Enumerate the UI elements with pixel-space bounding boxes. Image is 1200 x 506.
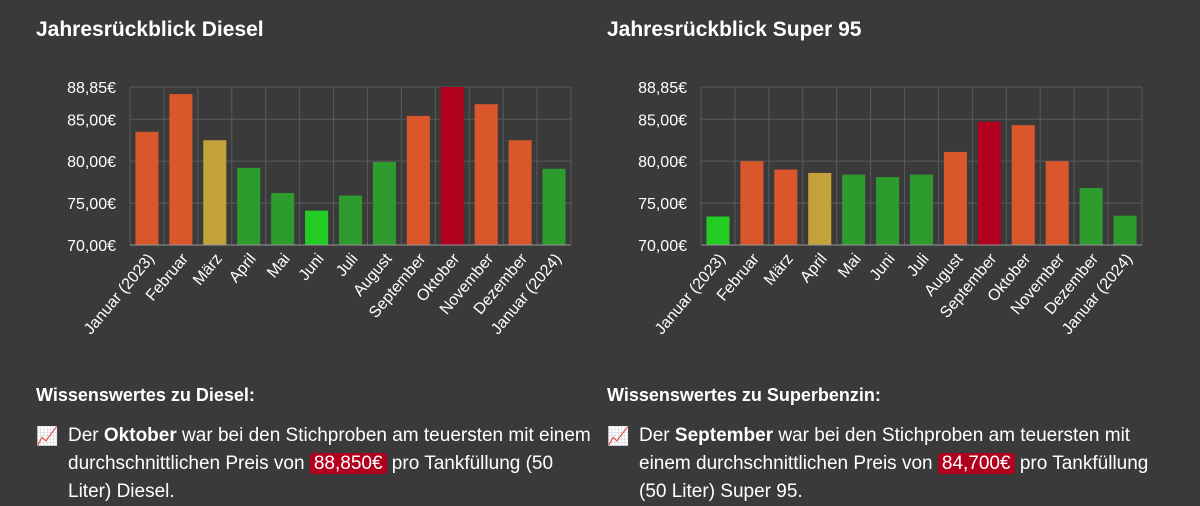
diesel-info-title: Wissenswertes zu Diesel: (36, 385, 255, 405)
super95-bar-chart: 70,00€ 75,00€ 80,00€ 85,00€ 88,85€ Januar (20… (638, 80, 1143, 338)
super95-info-middle: war bei den Stichproben am teuersten mit… (639, 425, 1131, 474)
y-tick-label: 80,00€ (67, 154, 116, 171)
bar (474, 104, 498, 245)
y-tick-label: 88,85€ (638, 80, 687, 97)
x-tick-label: Juni (867, 251, 899, 284)
x-tick-label: April (797, 251, 831, 286)
x-tick-label: Juli (333, 251, 361, 280)
super95-info-prefix: Der (639, 425, 675, 446)
bar (842, 174, 866, 245)
bar (808, 172, 832, 245)
chart-increasing-icon: 📈 (607, 426, 630, 446)
super95-price-badge: 84,700€ (937, 453, 1015, 474)
bar (977, 121, 1001, 245)
diesel-panel: Jahresrückblick Diesel 70,00€ 75,00€ 80,00… (36, 0, 596, 502)
bar (372, 162, 396, 245)
diesel-info-text: Der Oktober war bei den Stichproben am t… (68, 422, 596, 506)
x-tick-label: März (761, 251, 797, 289)
bar (943, 151, 967, 245)
diesel-info-middle: war bei den Stichproben am teuersten mit… (68, 425, 591, 474)
bar-series (135, 87, 566, 245)
x-tick-label: Juli (904, 251, 932, 280)
x-tick-label: März (190, 251, 226, 289)
chart-grid: 70,00€ 75,00€ 80,00€ 85,00€ 88,85€ (67, 80, 572, 255)
y-tick-label: 75,00€ (638, 196, 687, 213)
super95-info-item: 📈 Der September war bei den Stichproben … (607, 422, 1167, 506)
y-tick-label: 70,00€ (638, 238, 687, 255)
bar (237, 167, 261, 245)
bar (740, 161, 764, 245)
bar (338, 195, 363, 245)
bar (774, 169, 798, 245)
x-tick-label: Mai (835, 251, 865, 282)
diesel-bar-chart: 70,00€ 75,00€ 80,00€ 85,00€ 88,85€ Januar (20… (67, 80, 572, 338)
diesel-chart-title: Jahresrückblick Diesel (36, 18, 264, 41)
bar (305, 210, 329, 245)
bar-series (706, 121, 1137, 245)
super95-chart-title: Jahresrückblick Super 95 (607, 18, 862, 41)
y-tick-label: 75,00€ (67, 196, 116, 213)
diesel-info-prefix: Der (68, 425, 104, 446)
bar (440, 87, 464, 245)
x-tick-label: Mai (264, 251, 294, 282)
bar (406, 115, 430, 245)
y-tick-label: 80,00€ (638, 154, 687, 171)
bar (542, 168, 566, 245)
bar (135, 131, 159, 245)
x-tick-label: April (226, 251, 260, 286)
chart-increasing-icon: 📈 (36, 426, 59, 446)
super95-panel: Jahresrückblick Super 95 70,00€ 75,00€ 80,… (607, 0, 1167, 502)
bar (203, 140, 227, 245)
diesel-price-badge: 88,850€ (309, 453, 387, 474)
bar (271, 193, 295, 245)
x-tick-label: Juni (296, 251, 328, 284)
diesel-info-month: Oktober (103, 425, 177, 446)
bar (508, 140, 532, 245)
diesel-info-item: 📈 Der Oktober war bei den Stichproben am… (36, 422, 596, 506)
bar (1045, 161, 1069, 245)
bar (1011, 125, 1035, 245)
bar (876, 177, 900, 245)
bar (169, 94, 193, 245)
y-tick-label: 85,00€ (638, 112, 687, 129)
super95-info-title: Wissenswertes zu Superbenzin: (607, 385, 881, 405)
super95-info-month: September (674, 425, 774, 446)
bar (1079, 188, 1103, 245)
bar (1113, 215, 1137, 245)
y-tick-label: 85,00€ (67, 112, 116, 129)
y-tick-label: 70,00€ (67, 238, 116, 255)
super95-info-text: Der September war bei den Stichproben am… (639, 422, 1167, 506)
bar (706, 216, 730, 245)
bar (909, 174, 934, 245)
y-tick-label: 88,85€ (67, 80, 116, 97)
chart-grid: 70,00€ 75,00€ 80,00€ 85,00€ 88,85€ (638, 80, 1143, 255)
